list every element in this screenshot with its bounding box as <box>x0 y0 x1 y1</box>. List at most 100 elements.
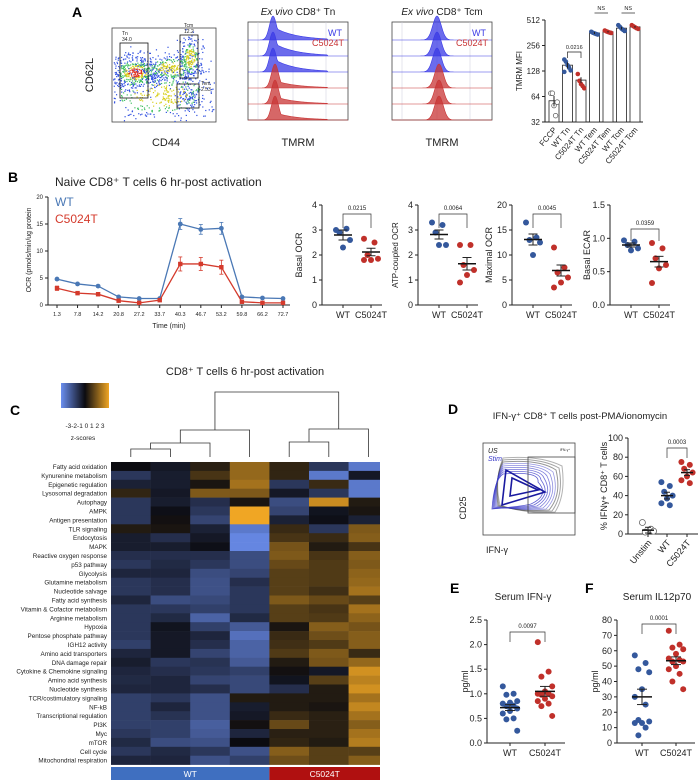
event-dot <box>169 67 171 69</box>
heatmap-cell <box>150 640 191 650</box>
event-dot <box>123 80 126 82</box>
event-dot <box>173 89 175 91</box>
event-dot <box>182 74 184 76</box>
data-point <box>368 257 374 263</box>
event-dot <box>177 96 179 98</box>
y-tick-label: 2.0 <box>469 640 482 650</box>
heatmap-cell <box>348 648 380 659</box>
event-dot <box>194 57 196 59</box>
event-dot <box>187 63 190 65</box>
heatmap-cell <box>269 542 310 552</box>
heatmap-cell <box>150 702 191 712</box>
heatmap-cell <box>150 693 191 703</box>
data-point <box>635 666 642 673</box>
heatmap-cell <box>269 568 310 578</box>
event-dot <box>149 74 151 76</box>
event-dot <box>195 102 198 104</box>
event-dot <box>114 82 116 84</box>
event-dot <box>180 96 182 98</box>
chart-title: Naive CD8⁺ T cells 6 hr-post activation <box>55 175 262 189</box>
event-dot <box>143 75 145 78</box>
data-point <box>260 300 265 306</box>
event-dot <box>192 93 194 95</box>
event-dot <box>193 59 195 61</box>
event-dot <box>192 90 195 92</box>
y-tick-label: 2 <box>312 250 317 260</box>
significance-bracket <box>666 447 688 458</box>
event-dot <box>149 90 151 92</box>
event-dot <box>156 67 158 70</box>
event-dot <box>202 45 204 47</box>
row-label: Vitamin & Cofactor metabolism <box>21 606 107 613</box>
event-dot <box>144 114 147 116</box>
event-dot <box>187 89 189 91</box>
event-dot <box>176 82 178 84</box>
event-dot <box>167 91 169 93</box>
heatmap-title: CD8⁺ T cells 6 hr-post activation <box>166 366 324 378</box>
event-dot <box>194 95 196 97</box>
event-dot <box>164 82 166 84</box>
data-point <box>336 229 343 236</box>
event-dot <box>188 92 190 94</box>
event-dot <box>159 58 161 60</box>
gate-name: Tem <box>201 81 210 87</box>
heatmap-cell <box>229 462 270 472</box>
event-dot <box>132 82 134 84</box>
event-dot <box>149 52 151 54</box>
data-point <box>565 274 571 281</box>
event-dot <box>186 99 189 101</box>
event-dot <box>164 87 166 90</box>
row-label: AMPK <box>89 509 108 516</box>
y-tick-label: 0 <box>502 300 507 310</box>
event-dot <box>149 69 152 71</box>
event-dot <box>196 63 198 65</box>
event-dot <box>184 56 186 58</box>
event-dot <box>151 84 153 86</box>
row-label: Reactive oxygen response <box>33 553 108 560</box>
data-point <box>678 459 685 465</box>
event-dot <box>189 78 191 80</box>
heatmap-cell <box>348 622 380 632</box>
event-dot <box>124 65 126 67</box>
event-dot <box>188 36 190 38</box>
event-dot <box>118 85 120 88</box>
heatmap-cell <box>190 684 231 694</box>
event-dot <box>141 96 143 99</box>
p-value: 0.0097 <box>518 624 537 630</box>
x-tick-label: WT <box>526 310 540 320</box>
event-dot <box>171 68 173 70</box>
event-dot <box>201 67 203 69</box>
heatmap-cell <box>309 755 349 765</box>
event-dot <box>138 79 140 81</box>
event-dot <box>190 97 192 99</box>
event-dot <box>120 88 123 91</box>
event-dot <box>185 63 187 65</box>
event-dot <box>186 69 188 71</box>
event-dot <box>168 66 170 68</box>
panel-label-c: C <box>10 402 20 418</box>
event-dot <box>157 68 160 70</box>
heatmap-cell <box>190 648 231 659</box>
event-dot <box>144 58 146 60</box>
event-dot <box>186 55 188 57</box>
event-dot <box>133 78 135 80</box>
gate-tn <box>119 42 149 99</box>
event-dot <box>185 93 187 95</box>
data-point <box>545 700 552 707</box>
y-tick-label: 4 <box>312 200 317 210</box>
event-dot <box>193 85 195 87</box>
event-dot <box>131 75 133 77</box>
y-tick-label: 32 <box>531 118 540 127</box>
event-dot <box>184 76 186 79</box>
event-dot <box>160 101 162 103</box>
event-dot <box>160 63 162 65</box>
event-dot <box>156 69 158 71</box>
bar <box>629 26 641 123</box>
event-dot <box>186 73 188 75</box>
data-point <box>669 644 676 651</box>
event-dot <box>173 76 176 79</box>
data-point <box>562 69 567 75</box>
y-tick-label: 0.5 <box>469 713 482 723</box>
event-dot <box>138 85 140 87</box>
event-dot <box>153 76 155 78</box>
